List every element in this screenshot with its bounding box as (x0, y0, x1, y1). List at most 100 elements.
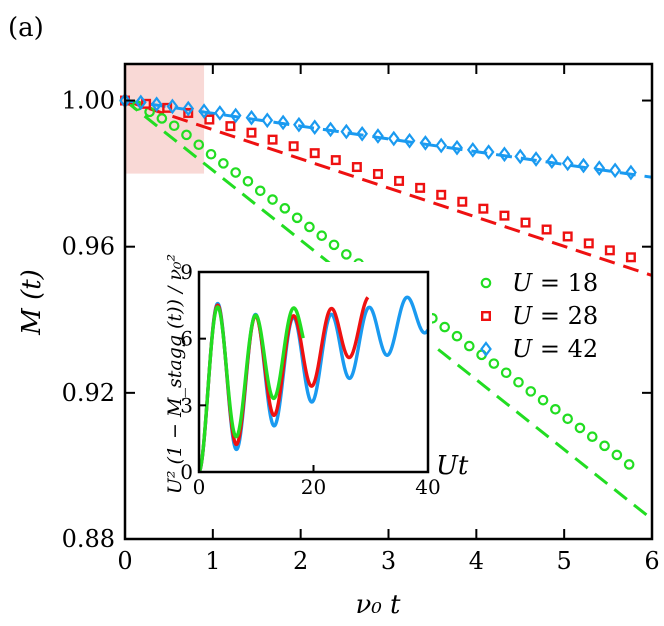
data-point (204, 114, 215, 125)
data-point (218, 158, 229, 169)
data-point (304, 221, 315, 233)
inset-chart: 0 20 40 0 3 6 9 Ut U² (1 − M_stagg (t)) / ν₀² (156, 254, 469, 499)
data-point (562, 413, 573, 425)
inset-y-tick-label: 0 (180, 460, 193, 484)
inset-y-tick-label: 6 (180, 327, 193, 351)
data-point (205, 148, 217, 160)
data-point (415, 182, 426, 193)
data-point (482, 144, 495, 160)
data-point (466, 142, 479, 158)
x-tick-label: 3 (381, 547, 396, 575)
data-point (403, 132, 416, 149)
data-point (156, 113, 168, 124)
data-point (330, 155, 341, 166)
data-point (182, 100, 195, 117)
y-tick-label: 0.88 (62, 525, 115, 553)
data-point (356, 125, 369, 142)
legend-label: U = 28 (512, 302, 598, 330)
x-tick-label: 1 (205, 547, 220, 575)
fit-line (124, 99, 653, 179)
data-point (525, 386, 537, 397)
data-point (488, 358, 500, 369)
panel-label: (a) (8, 13, 44, 43)
data-point (198, 103, 210, 119)
inset-y-axis-title: U² (1 − M_stagg (t)) / ν₀² (164, 254, 186, 494)
main-chart: 0 1 2 3 4 5 6 0.88 0.92 0.96 1.00 ν₀ t M (t) (17, 62, 660, 620)
y-tick-label: 0.96 (62, 233, 115, 261)
data-point (550, 403, 561, 415)
inset-y-tick-label: 9 (180, 260, 193, 284)
data-point (545, 153, 558, 170)
x-tick-label: 4 (469, 547, 484, 575)
data-point (293, 116, 305, 133)
data-point (498, 146, 511, 163)
data-point (288, 141, 299, 152)
data-point (394, 175, 405, 186)
inset-x-tick-label: 0 (193, 475, 206, 499)
data-point (604, 245, 615, 256)
data-point (625, 252, 636, 263)
data-point (514, 148, 527, 165)
data-point (457, 196, 468, 207)
data-point (225, 121, 236, 132)
data-point (242, 175, 254, 187)
data-point (245, 109, 258, 126)
data-point (328, 239, 340, 251)
data-point (309, 148, 320, 159)
data-point (625, 164, 637, 181)
data-point (230, 167, 241, 178)
data-point (611, 449, 623, 461)
data-point (246, 127, 257, 138)
inset-y-tick-label: 3 (180, 393, 193, 417)
data-point (351, 162, 362, 173)
legend-label: U = 42 (512, 335, 598, 363)
data-point (513, 376, 524, 388)
data-point (464, 340, 475, 352)
series-markers (119, 95, 636, 263)
main-x-tick-labels: 0 1 2 3 4 5 6 (117, 547, 659, 575)
inset-lines (197, 295, 430, 474)
data-point (168, 120, 180, 132)
data-point (574, 422, 586, 434)
data-point (562, 231, 573, 242)
y-axis-title: M (t) (17, 269, 47, 336)
data-point (150, 96, 163, 113)
fit-line (124, 99, 653, 277)
main-plot-frame (123, 62, 654, 541)
inset-y-tick-labels: 0 3 6 9 (180, 260, 193, 484)
data-point (451, 139, 463, 156)
legend-label: U = 18 (512, 269, 598, 297)
data-point (436, 189, 447, 200)
inset-x-axis-title: Ut (436, 451, 469, 481)
data-point (229, 107, 242, 124)
data-point (577, 157, 590, 174)
x-tick-label: 6 (644, 547, 659, 575)
data-point (609, 162, 621, 179)
data-point (308, 119, 321, 136)
data-point (435, 137, 448, 154)
inset-x-tick-label: 20 (301, 475, 326, 499)
data-point (267, 194, 278, 205)
data-point (267, 134, 278, 145)
y-tick-label: 1.00 (62, 87, 115, 115)
data-point (439, 321, 451, 333)
data-point (499, 210, 510, 221)
inset-series-line (197, 295, 430, 474)
data-point (134, 94, 147, 111)
data-point (387, 130, 400, 147)
data-point (183, 107, 194, 118)
data-point (478, 203, 489, 214)
data-point (537, 394, 549, 406)
main-y-tick-labels: 0.88 0.92 0.96 1.00 (62, 87, 115, 553)
highlight-region (125, 64, 205, 174)
legend-marker (481, 311, 492, 322)
data-point (316, 230, 328, 242)
x-tick-label: 5 (557, 547, 572, 575)
legend-marker (480, 277, 492, 289)
inset-series-line (197, 305, 305, 474)
data-point (586, 431, 598, 442)
data-point (599, 440, 610, 452)
data-point (419, 135, 432, 151)
data-point (561, 155, 574, 172)
